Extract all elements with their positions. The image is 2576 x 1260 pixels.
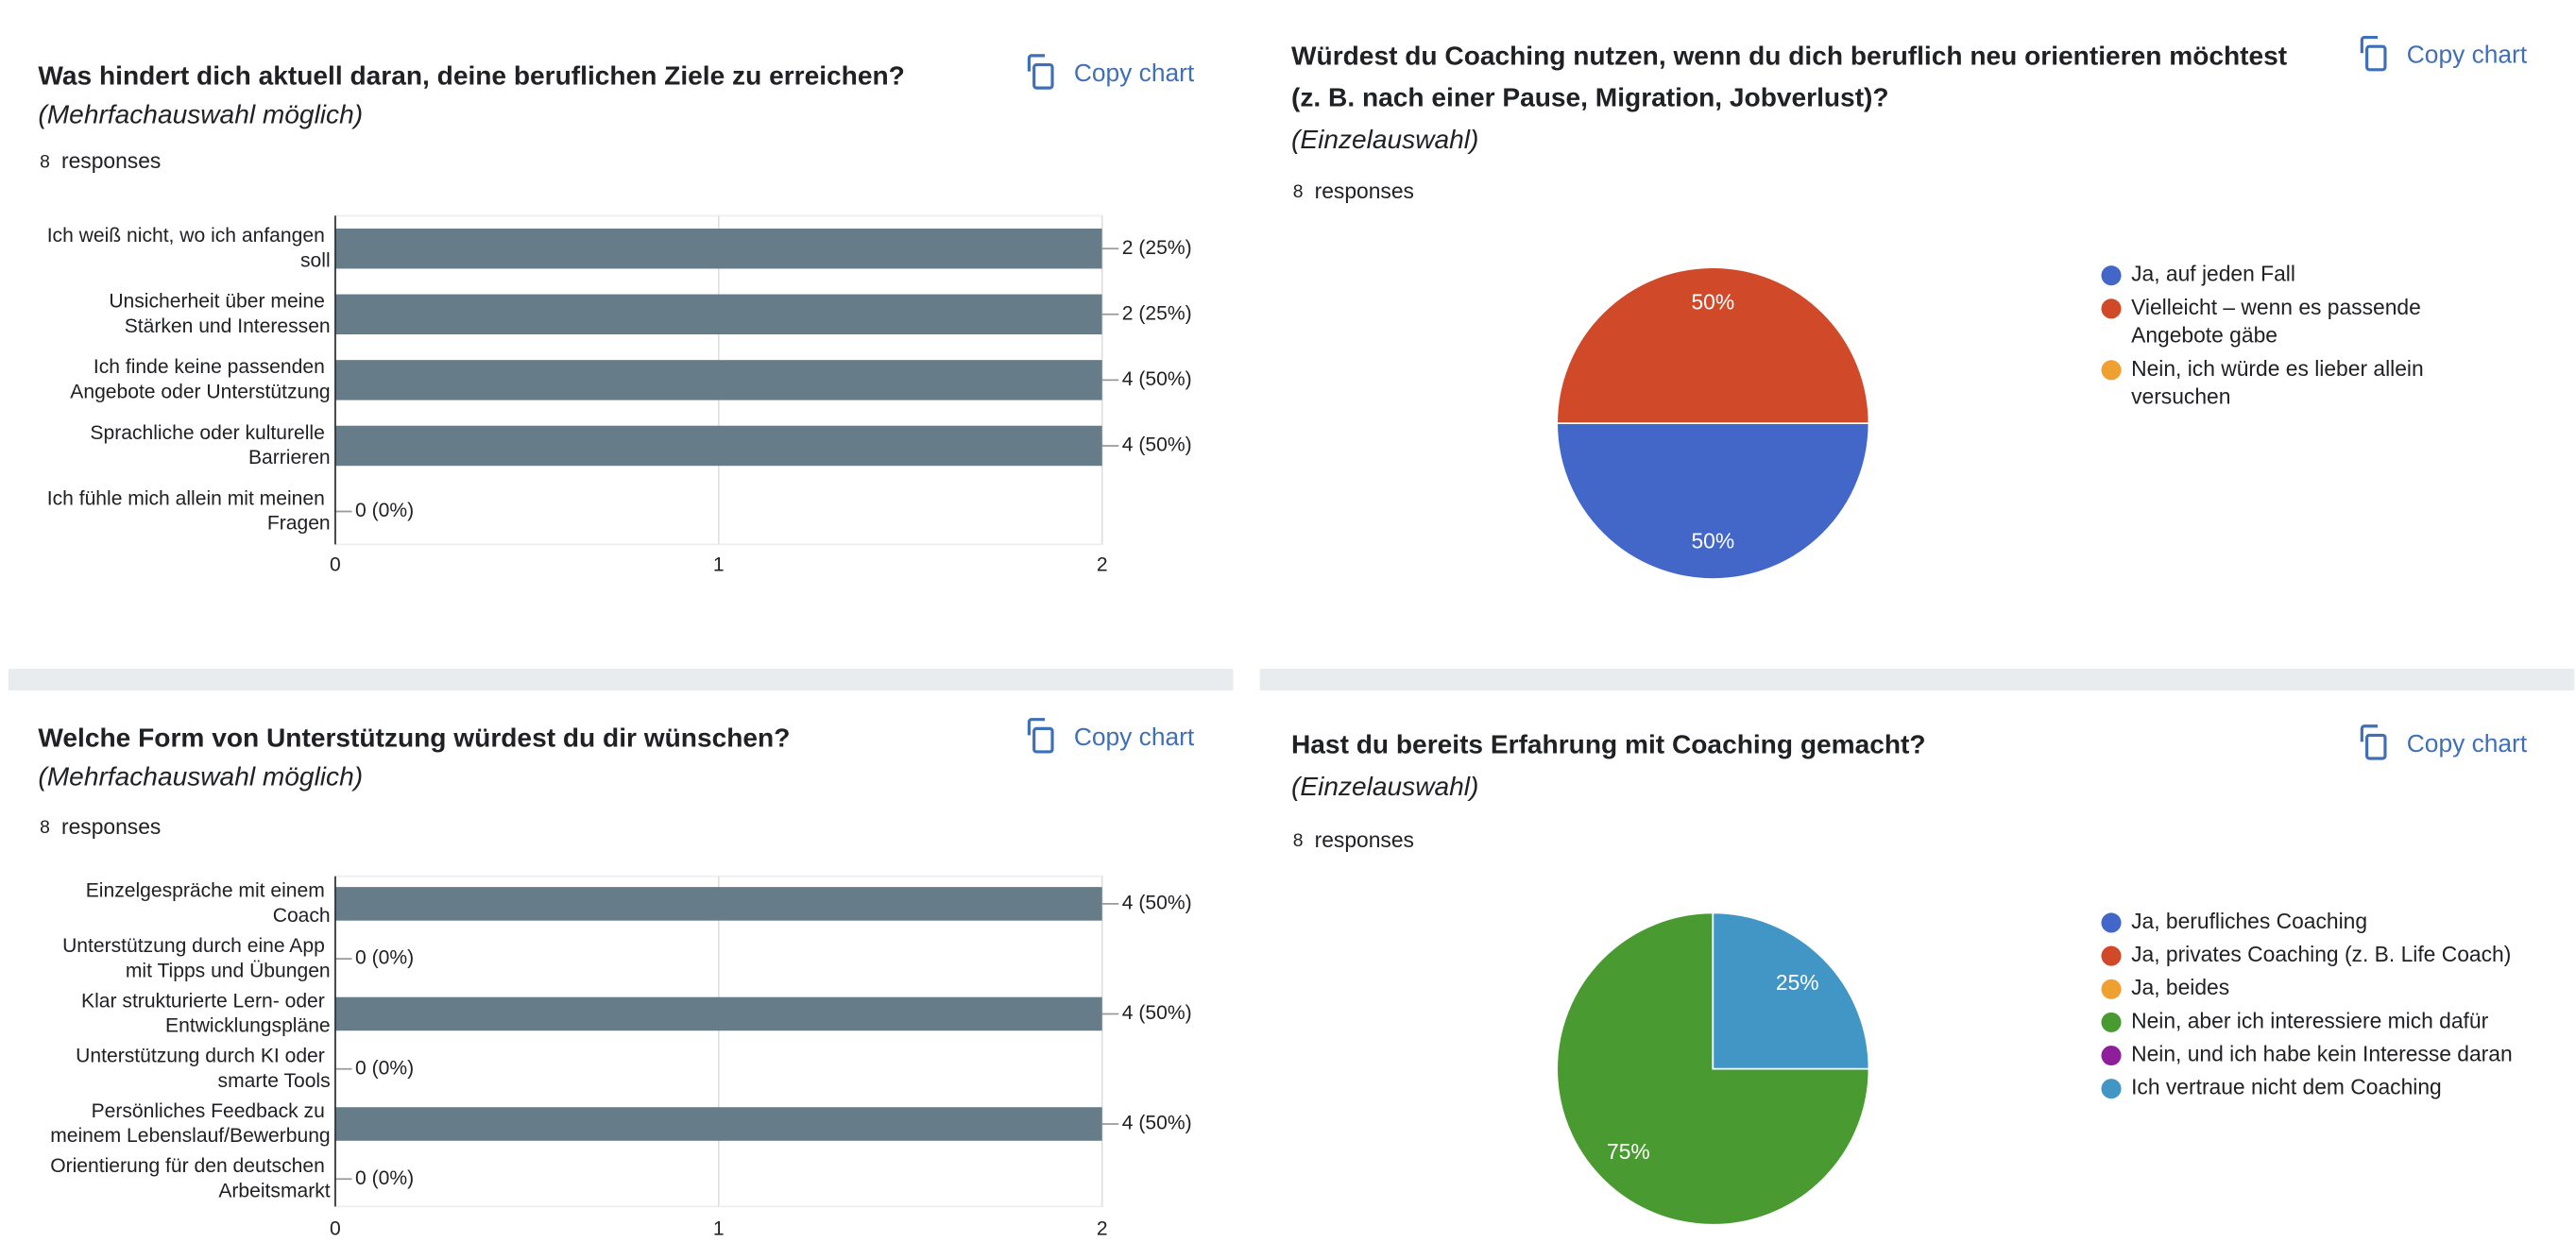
legend-label: Nein, und ich habe kein Interesse daran — [2131, 1042, 2513, 1066]
chart-subtitle: (Mehrfachauswahl möglich) — [38, 99, 363, 128]
bar — [334, 887, 1102, 921]
chart-title: Würdest du Coaching nutzen, wenn du dich… — [1291, 42, 2295, 112]
value-label: 2 (25%) — [1122, 302, 1192, 324]
response-count: 8 — [40, 818, 50, 838]
copy-icon — [2360, 35, 2379, 54]
category-label: Klar strukturierte Lern- oder Entwicklun… — [81, 990, 331, 1036]
copy-icon — [1027, 54, 1046, 72]
response-count: 8 — [40, 152, 50, 172]
value-label: 0 (0%) — [355, 500, 414, 521]
pie-slice — [1556, 911, 1870, 1226]
response-label: responses — [1315, 827, 1414, 852]
copy-icon — [1032, 62, 1054, 90]
legend-label: Vielleicht – wenn es passende Angebote g… — [2131, 295, 2427, 348]
category-label: Unterstützung durch eine App mit Tipps u… — [62, 935, 331, 981]
chart-subtitle: (Einzelauswahl) — [1291, 772, 1478, 801]
copy-icon — [2360, 724, 2379, 742]
legend-label: Ja, beides — [2131, 975, 2229, 999]
copy-icon — [1027, 718, 1046, 736]
value-label: 4 (50%) — [1122, 1113, 1192, 1134]
category-label: Ich fühle mich allein mit meinen Fragen — [47, 487, 331, 534]
legend-swatch — [2101, 1079, 2122, 1099]
legend-label: Nein, aber ich interessiere mich dafür — [2131, 1008, 2489, 1032]
category-label: Unsicherheit über meine Stärken und Inte… — [109, 290, 330, 336]
category-label: Persönliches Feedback zu meinem Lebensla… — [50, 1099, 330, 1146]
legend-swatch — [2101, 979, 2122, 999]
value-label: 4 (50%) — [1122, 434, 1192, 456]
category-label: Ich weiß nicht, wo ich anfangen soll — [47, 225, 331, 271]
slice-label: 50% — [1691, 529, 1734, 553]
value-label: 4 (50%) — [1122, 1002, 1192, 1024]
legend-label: Ja, auf jeden Fall — [2131, 262, 2295, 286]
legend-label: Ja, berufliches Coaching — [2131, 909, 2367, 933]
copy-icon — [2365, 44, 2387, 72]
legend-swatch — [2101, 912, 2122, 933]
slice-label: 50% — [1691, 290, 1734, 315]
legend-label: Nein, ich würde es lieber allein versuch… — [2131, 356, 2430, 409]
separator — [8, 669, 1234, 690]
category-label: Orientierung für den deutschen Arbeitsma… — [50, 1155, 331, 1201]
copy-chart-button[interactable]: Copy chart — [2407, 729, 2528, 758]
x-tick-label: 2 — [1097, 1218, 1108, 1240]
chart-title: Was hindert dich aktuell daran, deine be… — [38, 61, 904, 91]
bar — [334, 1107, 1102, 1141]
x-tick-label: 0 — [330, 554, 341, 576]
legend-swatch — [2101, 360, 2122, 381]
legend-swatch — [2101, 1045, 2122, 1066]
category-label: Einzelgespräche mit einem Coach — [86, 879, 331, 926]
legend-swatch — [2101, 945, 2122, 966]
response-label: responses — [61, 148, 161, 173]
response-count: 8 — [1293, 831, 1304, 851]
category-label: Ich finde keine passenden Angebote oder … — [70, 356, 330, 402]
copy-chart-button[interactable]: Copy chart — [2407, 41, 2528, 69]
copy-icon — [2365, 733, 2387, 760]
slice-label: 75% — [1607, 1139, 1650, 1164]
x-tick-label: 0 — [330, 1218, 341, 1240]
chart-title: Hast du bereits Erfahrung mit Coaching g… — [1291, 730, 1926, 759]
bar — [334, 228, 1102, 269]
category-label: Sprachliche oder kulturelle Barrieren — [90, 421, 330, 468]
bar — [334, 425, 1102, 467]
value-label: 0 (0%) — [355, 1057, 414, 1079]
slice-label: 25% — [1776, 970, 1819, 995]
legend-label: Ich vertraue nicht dem Coaching — [2131, 1075, 2442, 1099]
value-label: 4 (50%) — [1122, 368, 1192, 390]
value-label: 0 (0%) — [355, 1167, 414, 1189]
bar — [334, 360, 1102, 400]
pie-slice — [1556, 422, 1870, 581]
bar — [334, 996, 1102, 1031]
legend-swatch — [2101, 1012, 2122, 1032]
value-label: 0 (0%) — [355, 947, 414, 969]
pie-slice — [1712, 911, 1870, 1070]
response-label: responses — [61, 814, 161, 839]
response-count: 8 — [1293, 182, 1304, 202]
copy-icon — [1032, 726, 1054, 754]
separator — [1259, 669, 2575, 690]
copy-chart-button[interactable]: Copy chart — [1074, 723, 1195, 751]
chart-subtitle: (Einzelauswahl) — [1291, 125, 1478, 154]
legend-swatch — [2101, 298, 2122, 319]
chart-title: Welche Form von Unterstützung würdest du… — [38, 724, 790, 753]
bar — [334, 294, 1102, 335]
response-label: responses — [1315, 179, 1414, 203]
x-tick-label: 1 — [713, 554, 725, 576]
category-label: Unterstützung durch KI oder smarte Tools — [76, 1045, 330, 1091]
copy-chart-button[interactable]: Copy chart — [1074, 59, 1195, 87]
legend-label: Ja, privates Coaching (z. B. Life Coach) — [2131, 942, 2511, 966]
value-label: 2 (25%) — [1122, 237, 1192, 259]
legend-swatch — [2101, 265, 2122, 286]
value-label: 4 (50%) — [1122, 892, 1192, 913]
chart-subtitle: (Mehrfachauswahl möglich) — [38, 762, 363, 792]
x-tick-label: 1 — [713, 1218, 725, 1240]
pie-slice — [1556, 266, 1870, 424]
x-tick-label: 2 — [1097, 554, 1108, 576]
